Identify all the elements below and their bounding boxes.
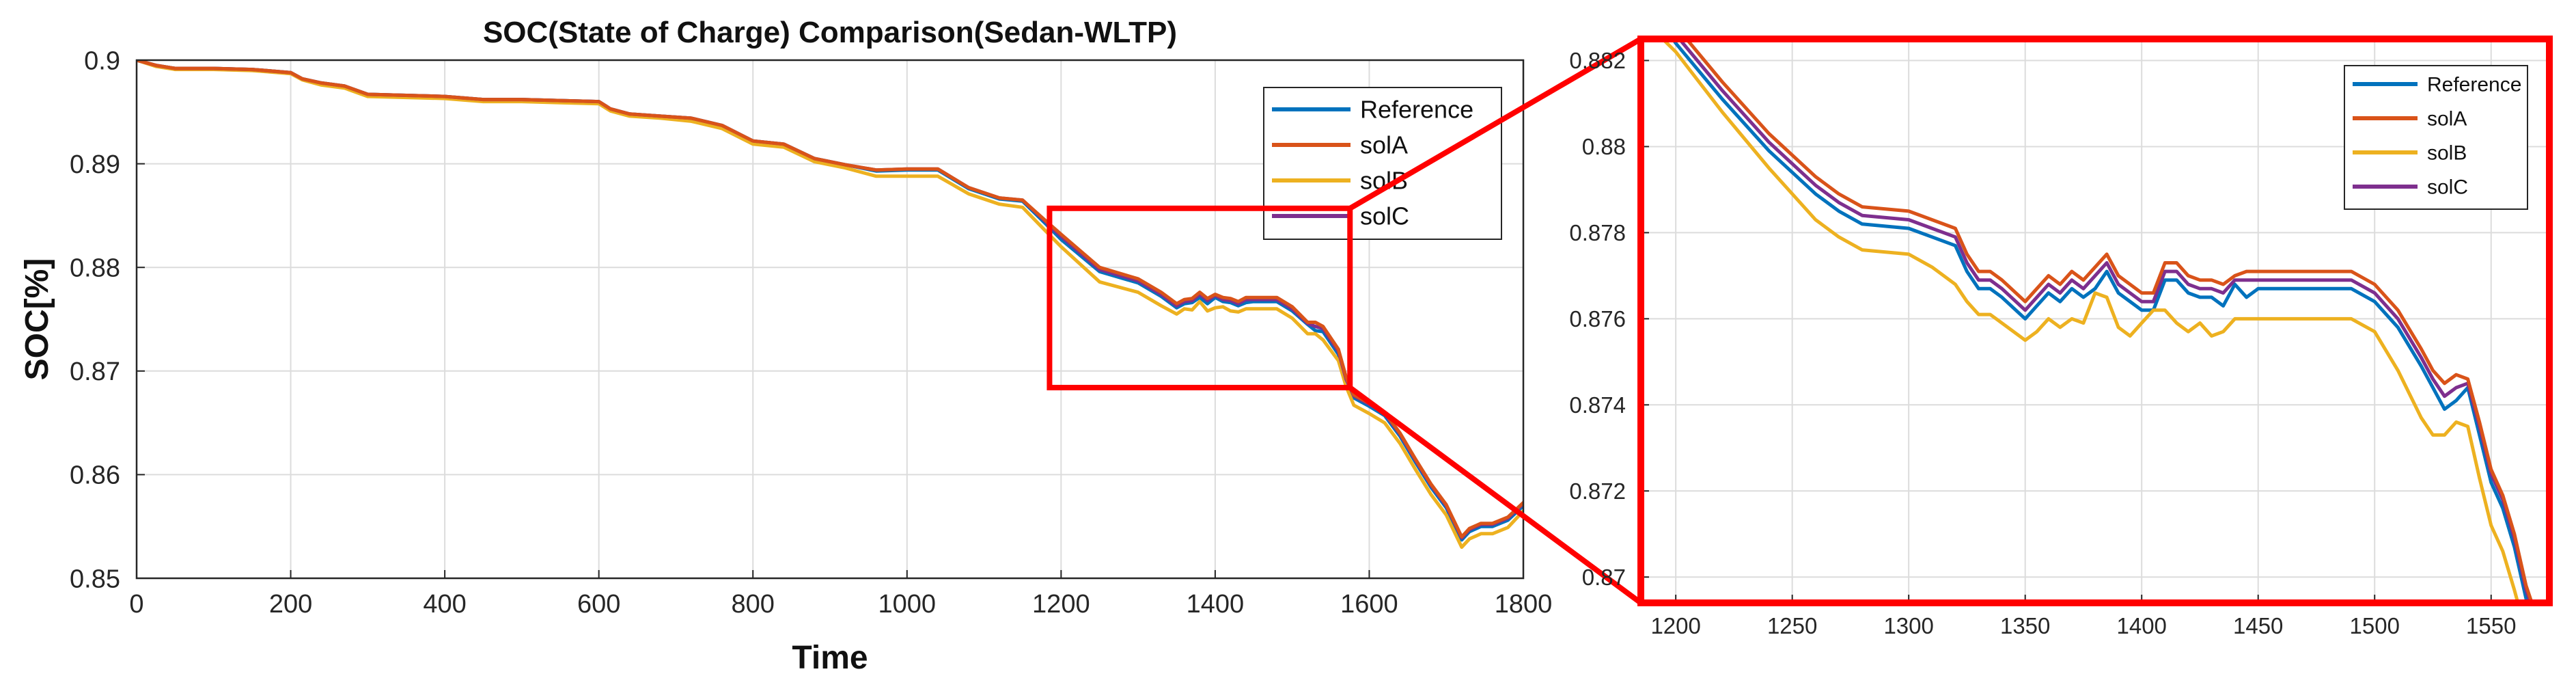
x-tick-label: 1550 bbox=[2466, 613, 2516, 638]
y-tick-label: 0.86 bbox=[70, 461, 120, 490]
x-tick-label: 1250 bbox=[1767, 613, 1817, 638]
series-line-reference bbox=[1670, 39, 2530, 603]
x-tick-label: 1800 bbox=[1495, 590, 1553, 619]
y-tick-label: 0.85 bbox=[70, 565, 120, 593]
y-tick-label: 0.9 bbox=[84, 46, 120, 75]
y-tick-label: 0.874 bbox=[1569, 392, 1626, 418]
series-line-solb bbox=[1660, 39, 2520, 603]
zoom-connector-top bbox=[1348, 36, 1643, 211]
zoom-grid bbox=[1641, 39, 2549, 603]
series-line-sola bbox=[1684, 39, 2534, 603]
x-tick-label: 1350 bbox=[2000, 613, 2050, 638]
legend-label-reference: Reference bbox=[2427, 74, 2521, 96]
zoom-region-box bbox=[1047, 205, 1353, 391]
y-tick-label: 0.89 bbox=[70, 150, 120, 179]
zoom-connector-bottom bbox=[1348, 385, 1643, 606]
legend-label-reference: Reference bbox=[1360, 96, 1473, 124]
x-tick-label: 800 bbox=[732, 590, 775, 619]
x-tick-label: 1200 bbox=[1650, 613, 1700, 638]
zoom-ticks: 1200 1250 1300 1350 1400 1450 1500 1550 0.87 0.87… bbox=[1569, 48, 2516, 638]
x-tick-label: 1000 bbox=[878, 590, 937, 619]
y-tick-label: 0.88 bbox=[1582, 134, 1626, 159]
y-tick-label: 0.88 bbox=[70, 254, 120, 283]
series-line-solc bbox=[1677, 39, 2532, 603]
x-tick-label: 0 bbox=[129, 590, 143, 619]
x-tick-label: 600 bbox=[577, 590, 620, 619]
x-tick-label: 1300 bbox=[1883, 613, 1933, 638]
x-tick-label: 400 bbox=[423, 590, 466, 619]
legend-label-sola: solA bbox=[2427, 108, 2467, 131]
y-tick-label: 0.876 bbox=[1569, 306, 1626, 332]
main-chart: 0 200 400 600 800 1000 1200 1400 1600 1800 0.85 0.8… bbox=[19, 16, 1552, 676]
x-tick-label: 1500 bbox=[2350, 613, 2400, 638]
x-tick-label: 1400 bbox=[2116, 613, 2166, 638]
legend-label-solc: solC bbox=[1360, 202, 1409, 230]
x-tick-label: 1200 bbox=[1032, 590, 1090, 619]
zoom-legend: Reference solA solB solC bbox=[2344, 65, 2528, 210]
x-tick-label: 1400 bbox=[1187, 590, 1245, 619]
zoom-chart: 1200 1250 1300 1350 1400 1450 1500 1550 0.87 0.87… bbox=[1569, 36, 2553, 638]
x-tick-label: 1600 bbox=[1340, 590, 1398, 619]
y-tick-label: 0.87 bbox=[1582, 565, 1626, 590]
y-tick-label: 0.882 bbox=[1569, 48, 1626, 73]
legend-label-sola: solA bbox=[1360, 131, 1408, 159]
zoom-legend-items: Reference solA solB solC bbox=[2353, 74, 2521, 199]
y-tick-label: 0.878 bbox=[1569, 220, 1626, 245]
main-x-axis-label: Time bbox=[792, 640, 868, 676]
main-plot-frame bbox=[135, 59, 1525, 580]
main-y-axis-label: SOC[%] bbox=[19, 258, 55, 381]
series-line-solb bbox=[137, 60, 1523, 549]
zoom-series bbox=[1660, 39, 2534, 603]
main-chart-title: SOC(State of Charge) Comparison(Sedan-WL… bbox=[483, 16, 1177, 49]
legend-label-solc: solC bbox=[2427, 176, 2468, 199]
y-tick-label: 0.87 bbox=[70, 357, 120, 386]
main-ticks: 0 200 400 600 800 1000 1200 1400 1600 1800 0.85 0.8… bbox=[70, 46, 1552, 619]
zoom-inset-frame bbox=[1637, 36, 2553, 606]
x-tick-label: 200 bbox=[269, 590, 312, 619]
y-tick-label: 0.872 bbox=[1569, 478, 1626, 504]
x-tick-label: 1450 bbox=[2233, 613, 2283, 638]
legend-label-solb: solB bbox=[2427, 142, 2467, 165]
